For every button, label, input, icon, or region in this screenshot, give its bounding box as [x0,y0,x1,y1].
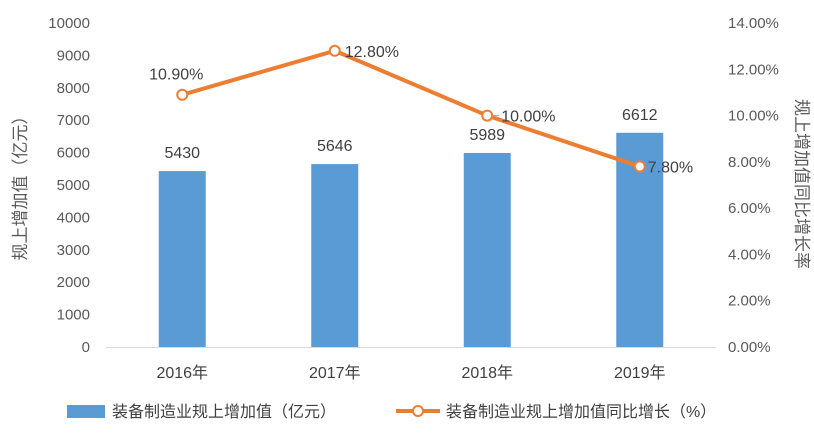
right-tick-label: 14.00% [728,15,779,32]
bar-value-label: 5430 [164,145,200,162]
left-tick-label: 1000 [57,307,90,324]
right-axis-title: 规上增加值同比增长率 [792,99,811,269]
right-tick-label: 0.00% [728,339,771,356]
bar [463,152,511,347]
left-tick-label: 5000 [57,177,90,194]
left-tick-label: 2000 [57,274,90,291]
growth-value-label: 12.80% [345,44,399,61]
x-tick-label: 2018年 [461,364,513,382]
bar-value-label: 6612 [622,107,658,124]
right-tick-label: 10.00% [728,108,779,125]
x-tick-label: 2017年 [309,364,361,382]
legend-line-label: 装备制造业规上增加值同比增长（%） [446,403,716,421]
legend-line-marker [412,405,424,417]
growth-line [180,48,642,169]
right-tick-label: 6.00% [728,200,771,217]
left-tick-label: 6000 [57,145,90,162]
legend-bar-label: 装备制造业规上增加值（亿元） [112,403,336,421]
right-tick-label: 8.00% [728,154,771,171]
bar [158,171,206,347]
left-tick-label: 3000 [57,242,90,259]
right-tick-label: 4.00% [728,246,771,263]
growth-point [176,88,189,101]
left-tick-label: 7000 [57,112,90,129]
left-tick-label: 8000 [57,80,90,97]
legend-bar-swatch [67,405,105,418]
left-tick-label: 4000 [57,209,90,226]
left-tick-label: 0 [82,339,90,356]
right-tick-label: 2.00% [728,293,771,310]
growth-value-label: 10.00% [501,109,555,126]
growth-value-label: 10.90% [149,67,203,84]
growth-point [633,160,646,173]
left-axis-title: 规上增加值（亿元） [11,108,30,261]
x-tick-label: 2016年 [156,364,208,382]
right-tick-label: 12.00% [728,61,779,78]
growth-point [481,109,494,122]
x-tick-label: 2019年 [614,364,666,382]
bar [311,164,359,347]
growth-point [328,44,341,57]
growth-value-label: 7.80% [648,159,693,176]
left-tick-label: 9000 [57,47,90,64]
left-tick-label: 10000 [48,15,90,32]
legend: 装备制造业规上增加值（亿元） 装备制造业规上增加值同比增长（%） [67,403,716,421]
bar-value-label: 5989 [469,127,505,144]
bar-value-label: 5646 [317,138,353,155]
